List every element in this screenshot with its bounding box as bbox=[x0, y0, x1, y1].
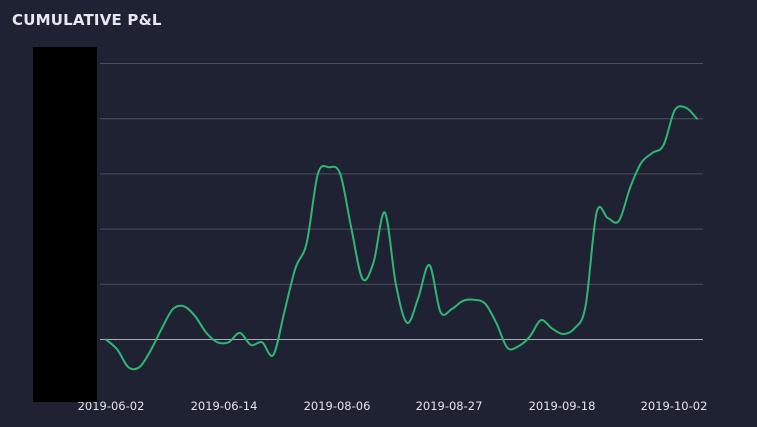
x-tick-label: 2019-08-06 bbox=[304, 399, 371, 413]
x-tick-label: 2019-06-14 bbox=[191, 399, 258, 413]
cumulative-pnl-line bbox=[105, 105, 698, 371]
x-tick-label: 2019-08-27 bbox=[416, 399, 483, 413]
x-tick-label: 2019-10-02 bbox=[641, 399, 708, 413]
x-tick-label: 2019-06-02 bbox=[78, 399, 145, 413]
gridlines bbox=[100, 63, 703, 340]
redacted-y-axis-block bbox=[33, 47, 97, 402]
x-axis-ticks: 2019-06-02 2019-06-14 2019-08-06 2019-08-27… bbox=[78, 399, 708, 413]
x-tick-label: 2019-09-18 bbox=[529, 399, 596, 413]
series-layer bbox=[105, 105, 698, 371]
panel-title: CUMULATIVE P&L bbox=[12, 11, 162, 29]
